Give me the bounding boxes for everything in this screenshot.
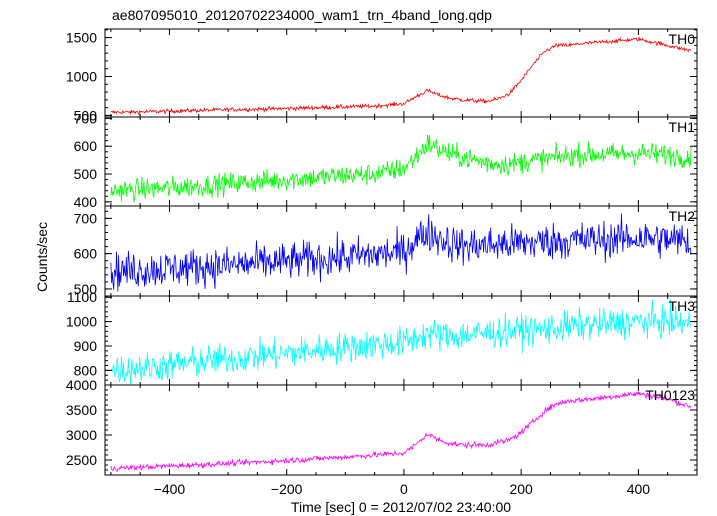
plot-layer: 500 1000 1500 TH0 400 500 600 700 TH1 500 600 700 TH… [66, 28, 698, 497]
y-tick-label-th3: 800 [74, 362, 98, 378]
series-th3 [110, 299, 692, 386]
panel-label-th1: TH1 [669, 119, 696, 135]
y-tick-label-th2: 500 [74, 281, 98, 297]
y-tick-label-th0123: 4000 [66, 377, 97, 393]
x-tick-label: 200 [509, 481, 533, 497]
x-axis-label: Time [sec] 0 = 2012/07/02 23:40:00 [291, 499, 511, 515]
panel-frame-th0123 [104, 384, 698, 476]
panel-label-th0: TH0 [669, 31, 696, 47]
x-tick-label: −400 [154, 481, 186, 497]
x-tick-label: −200 [271, 481, 303, 497]
x-tick-label: 0 [400, 481, 408, 497]
chart-title: ae807095010_20120702234000_wam1_trn_4ban… [112, 7, 492, 23]
y-tick-label-th0123: 3500 [66, 402, 97, 418]
y-tick-label-th0: 1000 [66, 69, 97, 85]
y-tick-label-th0: 500 [74, 107, 98, 123]
y-tick-label-th1: 400 [74, 194, 98, 210]
y-tick-label-th2: 600 [74, 246, 98, 262]
panel-label-th0123: TH0123 [645, 387, 695, 403]
y-tick-label-th2: 700 [74, 210, 98, 226]
y-tick-label-th1: 700 [74, 110, 98, 126]
y-axis-label: Counts/sec [34, 222, 50, 292]
y-tick-label-th0123: 2500 [66, 452, 97, 468]
series-th0 [110, 36, 692, 116]
y-tick-label-th0: 1500 [66, 30, 97, 46]
series-th1 [110, 134, 692, 203]
y-tick-label-th1: 600 [74, 138, 98, 154]
panel-label-th3: TH3 [669, 298, 696, 314]
y-tick-label-th3: 1000 [66, 314, 97, 330]
y-tick-label-th3: 1100 [67, 289, 97, 305]
x-tick-label: 400 [627, 481, 651, 497]
panel-label-th2: TH2 [669, 208, 696, 224]
panel-frame-th1 [104, 116, 698, 207]
y-tick-label-th1: 500 [74, 166, 98, 182]
y-tick-label-th3: 900 [74, 338, 98, 354]
series-th2 [110, 213, 692, 292]
series-th0123 [110, 390, 692, 472]
y-tick-label-th0123: 3000 [66, 427, 97, 443]
